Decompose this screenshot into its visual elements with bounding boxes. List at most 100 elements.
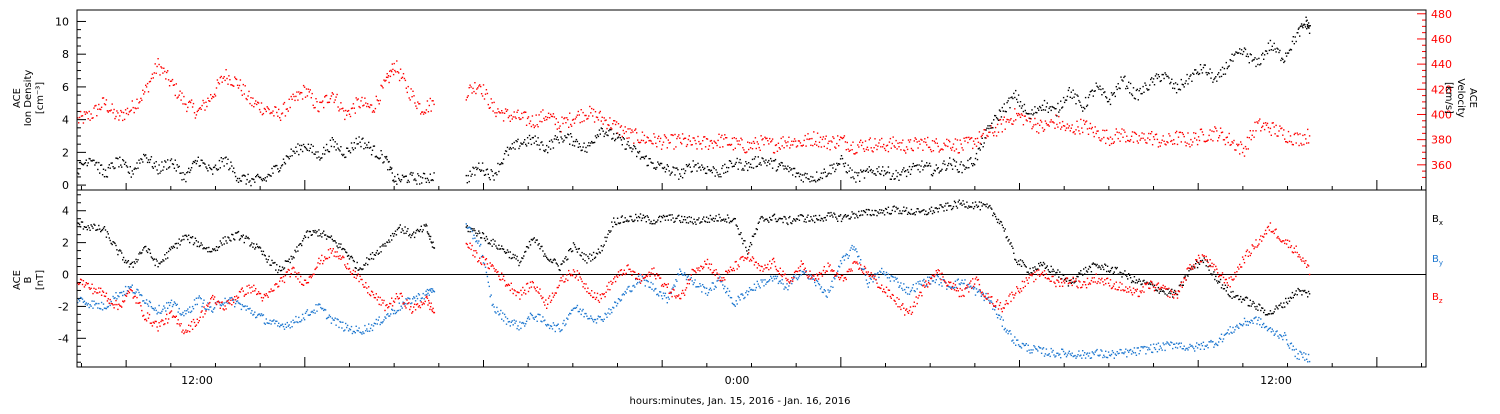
velocity-point — [866, 149, 867, 150]
bx-point — [1292, 292, 1293, 293]
bx-point — [695, 224, 696, 225]
density-point — [1070, 97, 1071, 98]
bx-point — [271, 260, 272, 261]
velocity-point — [1125, 141, 1126, 142]
bx-point — [208, 247, 209, 248]
density-point — [295, 147, 296, 148]
density-point — [134, 169, 135, 170]
velocity-point — [1296, 142, 1297, 143]
bx-point — [1029, 268, 1030, 269]
by-point — [1003, 319, 1004, 320]
velocity-point — [207, 98, 208, 99]
density-point — [96, 162, 97, 163]
velocity-point — [272, 110, 273, 111]
velocity-point — [1130, 139, 1131, 140]
velocity-point — [877, 146, 878, 147]
velocity-point — [279, 117, 280, 118]
velocity-point — [951, 149, 952, 150]
by-point — [992, 309, 993, 310]
velocity-point — [670, 142, 671, 143]
bx-point — [894, 211, 895, 212]
velocity-point — [1078, 130, 1079, 131]
velocity-point — [514, 116, 515, 117]
bx-point — [80, 226, 81, 227]
velocity-point — [904, 150, 905, 151]
by-point — [240, 304, 241, 305]
bx-point — [782, 222, 783, 223]
velocity-point — [977, 138, 978, 139]
density-point — [380, 150, 381, 151]
by-point — [106, 308, 107, 309]
velocity-point — [164, 71, 165, 72]
velocity-point — [426, 109, 427, 110]
velocity-point — [93, 107, 94, 108]
by-point — [678, 274, 679, 275]
by-point — [581, 310, 582, 311]
velocity-point — [750, 147, 751, 148]
by-point — [854, 249, 855, 250]
bx-point — [830, 212, 831, 213]
density-point — [1079, 102, 1080, 103]
by-point — [284, 329, 285, 330]
velocity-point — [1264, 129, 1265, 130]
bx-point — [691, 217, 692, 218]
velocity-point — [879, 139, 880, 140]
bx-point — [94, 225, 95, 226]
bx-point — [377, 250, 378, 251]
bx-point — [1096, 264, 1097, 265]
bx-point — [1020, 259, 1021, 260]
bx-point — [385, 245, 386, 246]
density-point — [803, 181, 804, 182]
bx-point — [994, 214, 995, 215]
bx-point — [950, 205, 951, 206]
by-point — [249, 308, 250, 309]
bx-point — [198, 241, 199, 242]
by-point — [776, 278, 777, 279]
velocity-point — [1098, 137, 1099, 138]
density-point — [429, 182, 430, 183]
by-point — [253, 314, 254, 315]
bx-point — [1197, 267, 1198, 268]
density-point — [265, 177, 266, 178]
bx-point — [1135, 282, 1136, 283]
velocity-point — [804, 140, 805, 141]
bx-point — [382, 244, 383, 245]
velocity-point — [1242, 152, 1243, 153]
density-point — [1195, 69, 1196, 70]
velocity-point — [721, 135, 722, 136]
bx-point — [1296, 290, 1297, 291]
velocity-point — [585, 115, 586, 116]
density-point — [670, 174, 671, 175]
density-point — [553, 147, 554, 148]
by-point — [242, 304, 243, 305]
density-point — [768, 160, 769, 161]
bx-point — [1203, 262, 1204, 263]
density-point — [1202, 72, 1203, 73]
density-point — [1067, 96, 1068, 97]
density-point — [739, 159, 740, 160]
velocity-point — [556, 118, 557, 119]
velocity-point — [597, 117, 598, 118]
velocity-point — [530, 120, 531, 121]
velocity-point — [1147, 137, 1148, 138]
density-point — [225, 157, 226, 158]
bx-point — [865, 212, 866, 213]
velocity-point — [500, 112, 501, 113]
by-point — [626, 292, 627, 293]
by-point — [905, 292, 906, 293]
density-point — [80, 162, 81, 163]
velocity-point — [1046, 123, 1047, 124]
velocity-point — [219, 83, 220, 84]
density-point — [374, 145, 375, 146]
by-point — [844, 259, 845, 260]
density-point — [715, 169, 716, 170]
density-point — [1150, 79, 1151, 80]
by-point — [351, 326, 352, 327]
bx-point — [625, 217, 626, 218]
velocity-point — [494, 112, 495, 113]
bx-point — [1257, 310, 1258, 311]
density-point — [1034, 106, 1035, 107]
by-point — [529, 318, 530, 319]
density-point — [858, 172, 859, 173]
bx-point — [289, 259, 290, 260]
